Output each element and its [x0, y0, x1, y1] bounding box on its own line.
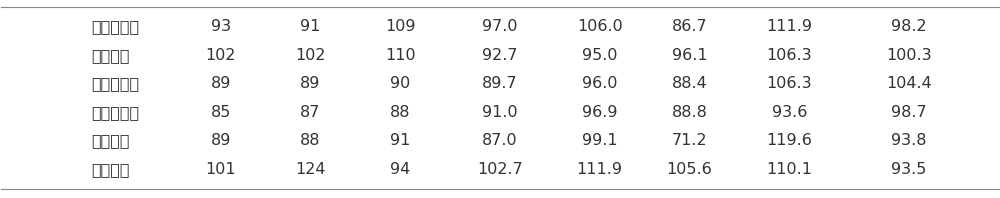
Text: 85: 85 [211, 105, 231, 120]
Text: 101: 101 [205, 162, 236, 177]
Text: 89: 89 [211, 133, 231, 148]
Text: 98.7: 98.7 [891, 105, 927, 120]
Text: 86.7: 86.7 [672, 19, 707, 34]
Text: 88: 88 [390, 105, 411, 120]
Text: 氟氯氰菊酯: 氟氯氰菊酯 [91, 19, 139, 34]
Text: 89: 89 [300, 76, 321, 91]
Text: 氟氯戊菊酯: 氟氯戊菊酯 [91, 76, 139, 91]
Text: 87.0: 87.0 [482, 133, 518, 148]
Text: 106.0: 106.0 [577, 19, 623, 34]
Text: 89: 89 [211, 76, 231, 91]
Text: 88: 88 [300, 133, 321, 148]
Text: 106.3: 106.3 [766, 48, 812, 63]
Text: 95.0: 95.0 [582, 48, 617, 63]
Text: 110: 110 [385, 48, 416, 63]
Text: 93.6: 93.6 [772, 105, 807, 120]
Text: 96.9: 96.9 [582, 105, 617, 120]
Text: 88.8: 88.8 [672, 105, 707, 120]
Text: 99.1: 99.1 [582, 133, 618, 148]
Text: 91: 91 [390, 133, 410, 148]
Text: 94: 94 [390, 162, 410, 177]
Text: 91.0: 91.0 [482, 105, 518, 120]
Text: 93: 93 [211, 19, 231, 34]
Text: 102: 102 [295, 48, 326, 63]
Text: 89.7: 89.7 [482, 76, 518, 91]
Text: 98.2: 98.2 [891, 19, 927, 34]
Text: 96.0: 96.0 [582, 76, 617, 91]
Text: 102.7: 102.7 [477, 162, 523, 177]
Text: 氰戊菊酯: 氰戊菊酯 [91, 133, 130, 148]
Text: 87: 87 [300, 105, 321, 120]
Text: 97.0: 97.0 [482, 19, 518, 34]
Text: 88.4: 88.4 [672, 76, 707, 91]
Text: 119.6: 119.6 [766, 133, 812, 148]
Text: 92.7: 92.7 [482, 48, 518, 63]
Text: 100.3: 100.3 [886, 48, 932, 63]
Text: 93.8: 93.8 [891, 133, 927, 148]
Text: 102: 102 [206, 48, 236, 63]
Text: 93.5: 93.5 [891, 162, 927, 177]
Text: 111.9: 111.9 [577, 162, 623, 177]
Text: 氯氰菊酯: 氯氰菊酯 [91, 48, 130, 63]
Text: 91: 91 [300, 19, 321, 34]
Text: 104.4: 104.4 [886, 76, 932, 91]
Text: 106.3: 106.3 [766, 76, 812, 91]
Text: 氟胺氰菊酯: 氟胺氰菊酯 [91, 105, 139, 120]
Text: 71.2: 71.2 [672, 133, 707, 148]
Text: 溏氰菊酯: 溏氰菊酯 [91, 162, 130, 177]
Text: 124: 124 [295, 162, 326, 177]
Text: 96.1: 96.1 [672, 48, 707, 63]
Text: 111.9: 111.9 [766, 19, 812, 34]
Text: 105.6: 105.6 [667, 162, 712, 177]
Text: 110.1: 110.1 [766, 162, 812, 177]
Text: 90: 90 [390, 76, 410, 91]
Text: 109: 109 [385, 19, 416, 34]
